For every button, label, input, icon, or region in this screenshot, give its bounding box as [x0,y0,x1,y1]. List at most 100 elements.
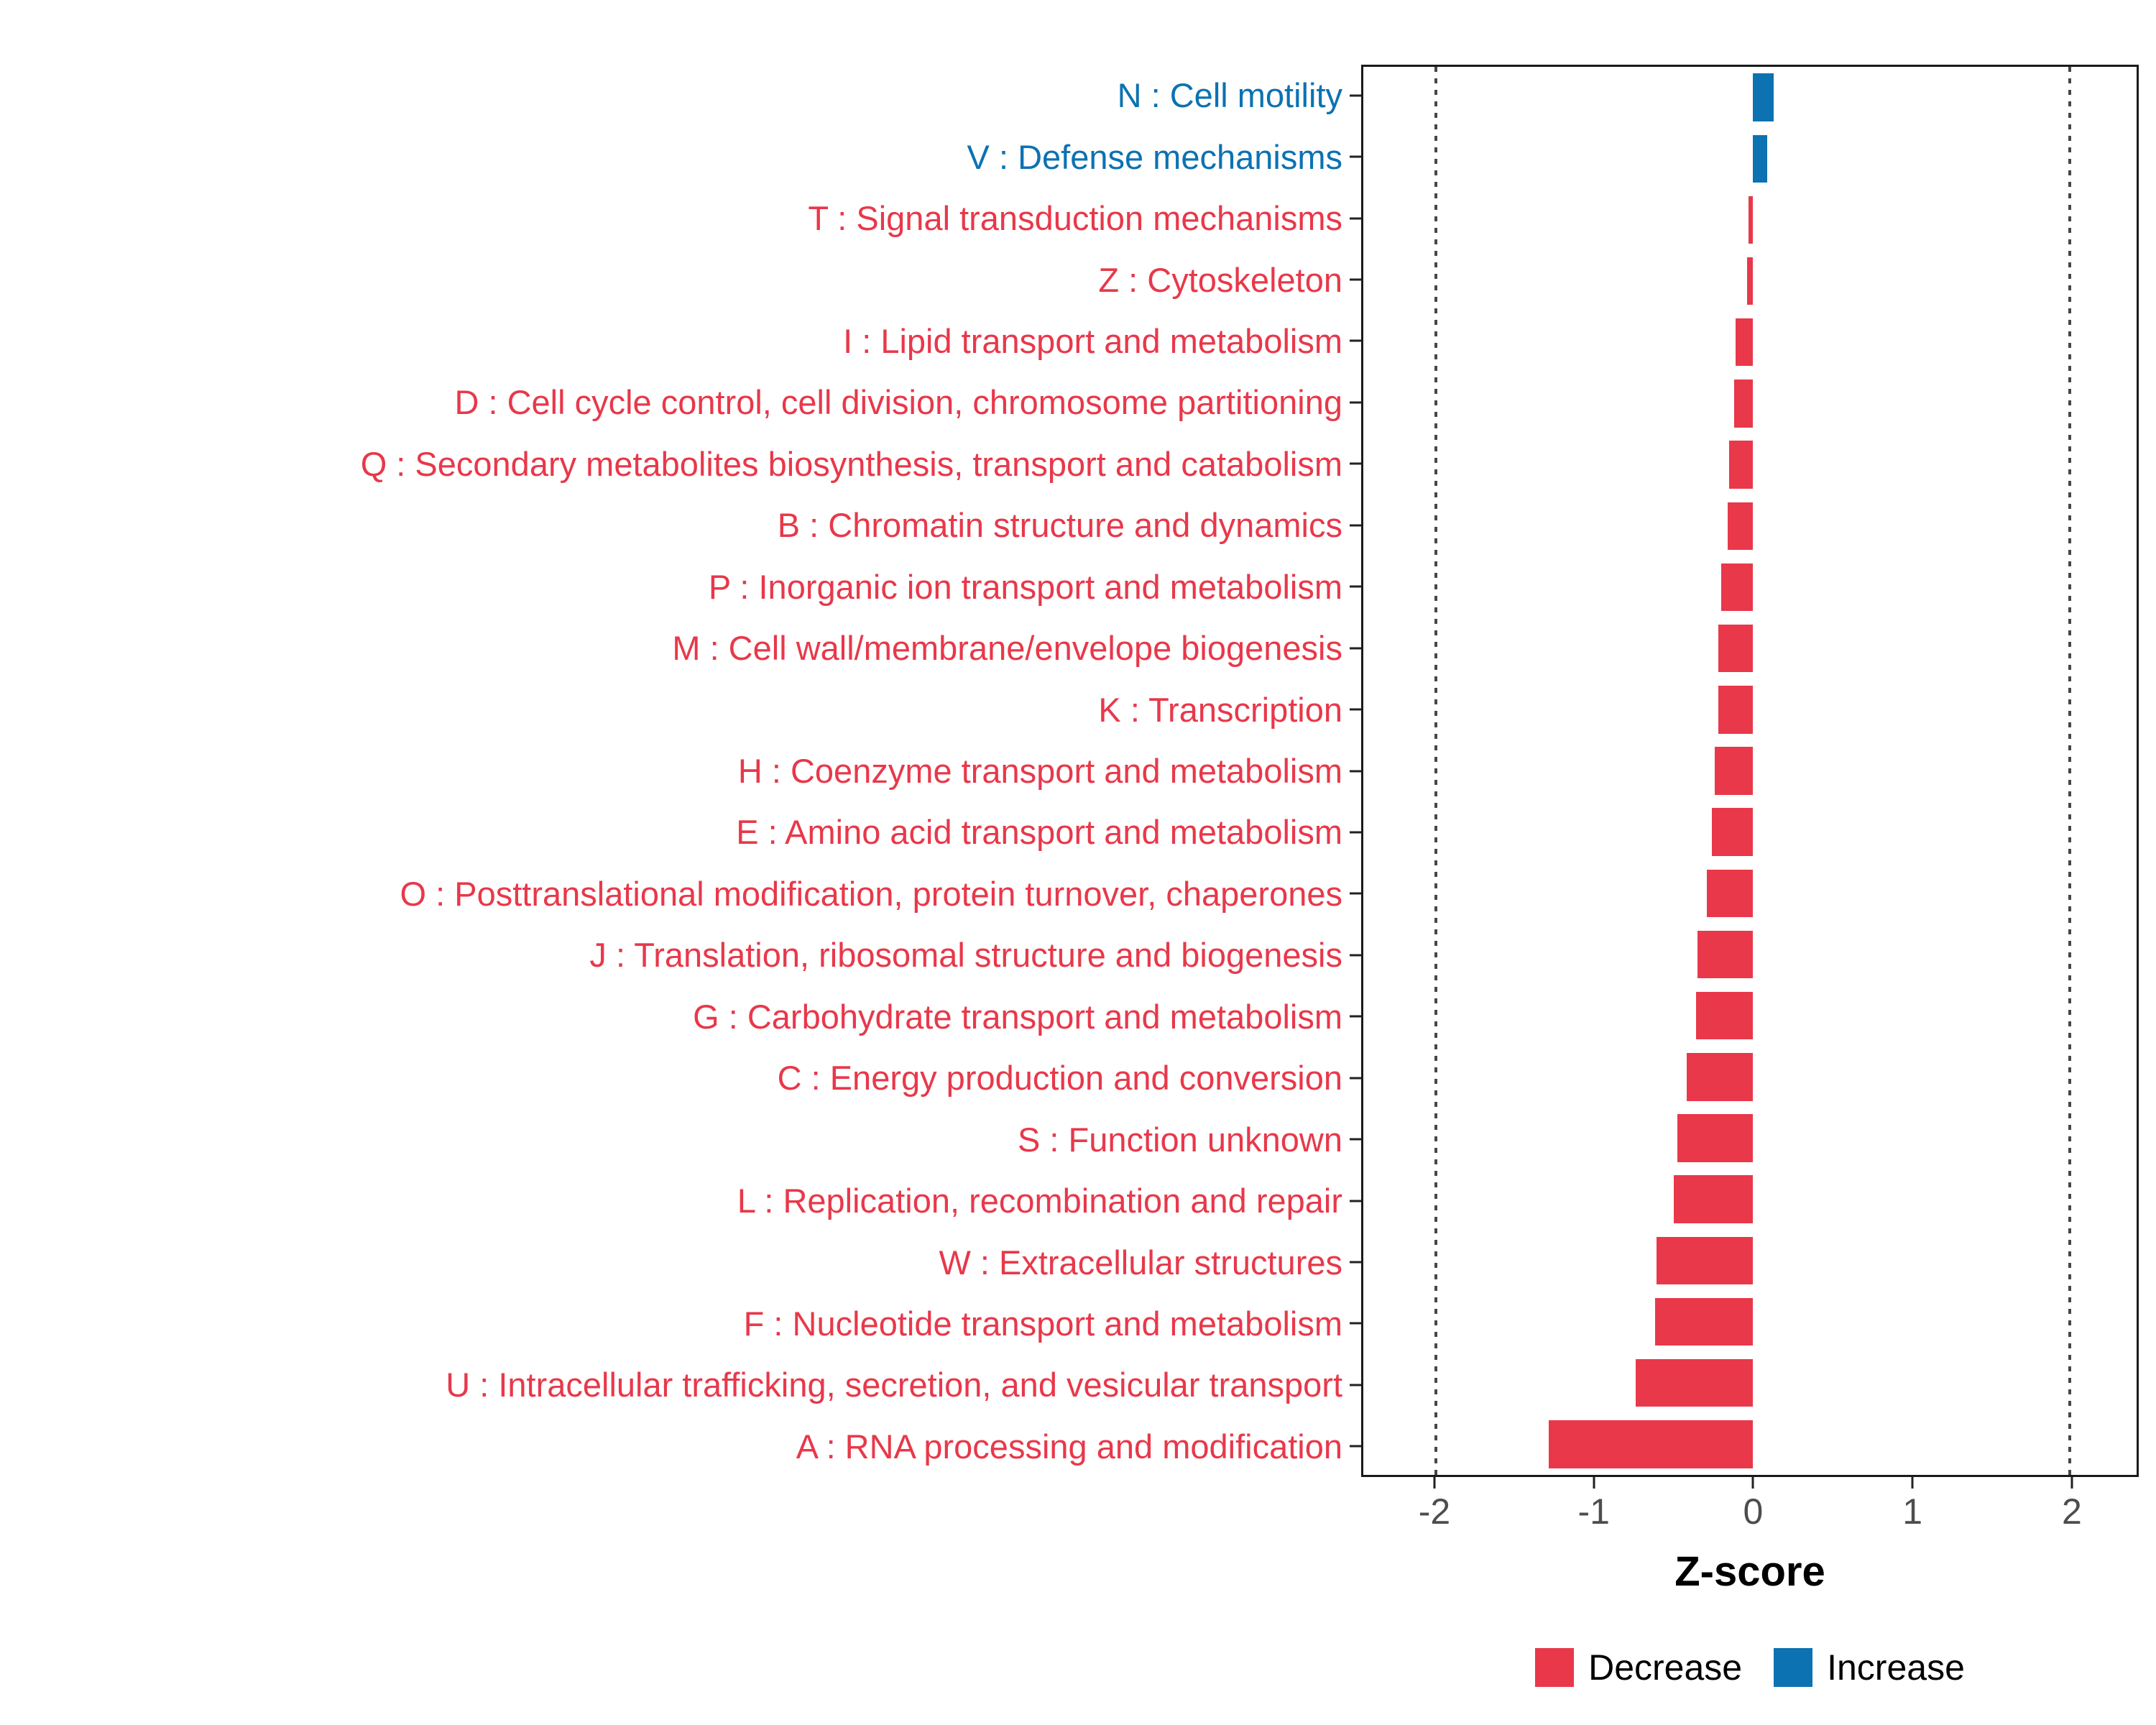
bar [1677,1114,1754,1162]
y-tick-mark [1350,1015,1361,1018]
bar [1697,930,1754,979]
bar-row [1363,1291,2137,1352]
bar-row [1363,924,2137,985]
y-tick-mark [1350,585,1361,588]
category-label: K : Transcription [1098,690,1342,729]
bar [1729,441,1754,489]
bar [1548,1420,1754,1468]
category-label: A : RNA processing and modification [796,1427,1342,1466]
y-tick-mark [1350,339,1361,342]
legend-label: Increase [1827,1647,1965,1688]
category-label: N : Cell motility [1117,76,1342,115]
y-tick-mark [1350,155,1361,158]
bar-row [1363,1108,2137,1169]
category-label: Q : Secondary metabolites biosynthesis, … [360,444,1342,483]
category-label: D : Cell cycle control, cell division, c… [454,383,1342,422]
x-tick-label: 1 [1902,1491,1923,1532]
bar [1718,624,1754,673]
reference-line [1434,67,1438,1475]
category-label: G : Carbohydrate transport and metabolis… [693,997,1342,1036]
category-label: Z : Cytoskeleton [1098,260,1342,299]
bar [1686,1053,1754,1101]
category-label: M : Cell wall/membrane/envelope biogenes… [672,629,1342,668]
bar-row [1363,1353,2137,1414]
y-tick-mark [1350,892,1361,895]
bar [1733,380,1754,428]
bar-row [1363,679,2137,740]
bar [1636,1358,1754,1407]
bar [1712,808,1754,856]
bar-row [1363,1169,2137,1230]
category-label: V : Defense mechanisms [967,137,1342,176]
bar [1736,318,1754,367]
bar [1656,1236,1754,1285]
category-label: C : Energy production and conversion [777,1059,1342,1098]
category-label: O : Posttranslational modification, prot… [400,874,1342,913]
x-tick-label: -2 [1418,1491,1451,1532]
x-axis-tick-labels: -2 -1 0 1 2 [1361,1494,2139,1540]
category-label: E : Amino acid transport and metabolism [736,813,1342,852]
category-label: B : Chromatin structure and dynamics [777,506,1342,545]
bar [1654,1297,1754,1346]
bar [1753,73,1774,121]
bar [1746,257,1754,305]
legend: Decrease Increase [1361,1639,2139,1696]
legend-label: Decrease [1588,1647,1743,1688]
y-tick-mark [1350,217,1361,220]
x-tick-mark [1751,1477,1754,1489]
bar-row [1363,1414,2137,1475]
y-tick-mark [1350,1200,1361,1202]
y-tick-mark [1350,524,1361,527]
y-tick-mark [1350,1384,1361,1386]
x-tick-mark [1911,1477,1914,1489]
x-tick-mark [1433,1477,1436,1489]
bar [1715,747,1754,795]
bar-row [1363,434,2137,495]
bar [1707,869,1754,918]
bar-row [1363,556,2137,617]
bar [1728,502,1754,550]
bar-row [1363,128,2137,189]
x-tick-label: -1 [1577,1491,1610,1532]
legend-swatch [1774,1648,1813,1687]
y-tick-mark [1350,94,1361,97]
x-tick-mark [1593,1477,1595,1489]
bar-row [1363,618,2137,679]
y-tick-mark [1350,1445,1361,1448]
bar-row [1363,189,2137,250]
bar-row [1363,985,2137,1046]
y-tick-mark [1350,708,1361,711]
y-tick-mark [1350,1261,1361,1264]
category-label: F : Nucleotide transport and metabolism [743,1304,1342,1343]
category-label: W : Extracellular structures [939,1243,1342,1282]
bar-row [1363,862,2137,924]
y-axis-ticks [1350,65,1361,1477]
category-label: P : Inorganic ion transport and metaboli… [708,567,1342,606]
category-label: T : Signal transduction mechanisms [808,199,1342,238]
legend-item: Increase [1774,1648,1965,1687]
y-tick-mark [1350,278,1361,281]
bar-row [1363,1230,2137,1291]
legend-item: Decrease [1535,1648,1742,1687]
bar-rows [1363,67,2137,1475]
legend-swatch [1535,1648,1575,1687]
bar [1721,563,1754,612]
y-tick-mark [1350,1077,1361,1080]
y-tick-mark [1350,954,1361,957]
bar [1748,196,1754,244]
bar [1696,991,1754,1040]
y-tick-mark [1350,401,1361,404]
category-labels: N : Cell motility V : Defense mechanisms T… [0,65,1342,1477]
x-axis-ticks [1361,1477,2139,1489]
bar-row [1363,740,2137,801]
category-label: L : Replication, recombination and repai… [737,1182,1342,1220]
bar [1753,134,1768,183]
bar-row [1363,312,2137,373]
x-tick-mark [2070,1477,2073,1489]
bar-row [1363,67,2137,128]
category-label: I : Lipid transport and metabolism [843,321,1342,360]
reference-line [2068,67,2072,1475]
y-tick-mark [1350,831,1361,834]
y-tick-mark [1350,462,1361,465]
